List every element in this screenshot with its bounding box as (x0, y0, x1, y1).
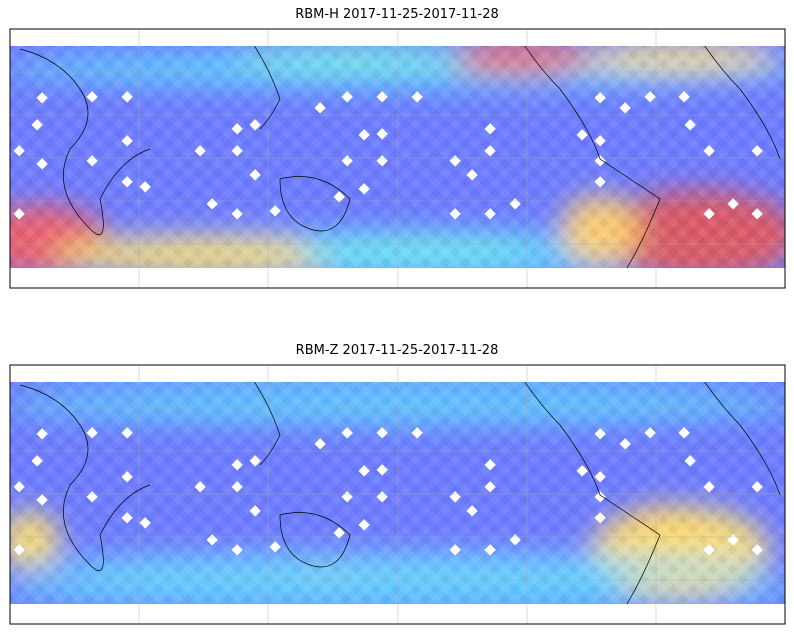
map-frame (9, 364, 786, 625)
station-marker (484, 481, 496, 493)
station-marker (139, 517, 151, 529)
station-marker (231, 459, 243, 471)
station-marker (333, 527, 345, 539)
coastline (19, 382, 781, 604)
station-marker (594, 512, 606, 524)
station-marker (484, 459, 496, 471)
station-marker (411, 91, 423, 103)
map-frame (9, 28, 786, 289)
panel-title: RBM-Z 2017-11-25-2017-11-28 (296, 343, 499, 358)
station-marker (576, 465, 588, 477)
station-marker (411, 427, 423, 439)
station-marker (314, 102, 326, 114)
station-marker (194, 481, 206, 493)
station-marker (644, 427, 656, 439)
station-marker (31, 119, 43, 131)
station-marker (594, 428, 606, 440)
station-marker (619, 438, 631, 450)
station-marker (231, 481, 243, 493)
station-marker (314, 438, 326, 450)
station-marker (484, 544, 496, 556)
station-marker (121, 91, 133, 103)
station-marker (703, 544, 715, 556)
station-marker (466, 505, 478, 517)
station-marker (341, 91, 353, 103)
station-marker (376, 427, 388, 439)
station-marker (684, 119, 696, 131)
station-marker (249, 505, 261, 517)
station-marker (703, 481, 715, 493)
station-marker (594, 471, 606, 483)
station-marker (358, 519, 370, 531)
map-panel: RBM-H 2017-11-25-2017-11-28 (9, 7, 786, 289)
station-marker (269, 541, 281, 553)
coastline (19, 46, 781, 268)
station-marker (751, 544, 763, 556)
station-marker (249, 119, 261, 131)
station-marker (121, 176, 133, 188)
station-marker (376, 91, 388, 103)
heat-texture (10, 382, 785, 604)
station-marker (121, 135, 133, 147)
heat-field (10, 382, 785, 604)
heat-texture (10, 46, 785, 268)
station-marker (249, 455, 261, 467)
station-marker (594, 92, 606, 104)
map-panel: RBM-Z 2017-11-25-2017-11-28 (9, 343, 786, 625)
station-marker (121, 427, 133, 439)
station-marker (341, 427, 353, 439)
station-marker (86, 91, 98, 103)
station-marker (751, 481, 763, 493)
station-marker (231, 544, 243, 556)
station-marker (449, 544, 461, 556)
station-marker (678, 427, 690, 439)
station-marker (644, 91, 656, 103)
station-marker (121, 471, 133, 483)
station-marker (619, 102, 631, 114)
station-marker (684, 455, 696, 467)
station-marker (376, 464, 388, 476)
station-marker (358, 465, 370, 477)
station-marker (678, 91, 690, 103)
panel-title: RBM-H 2017-11-25-2017-11-28 (295, 7, 499, 22)
station-marker (121, 512, 133, 524)
station-marker (36, 92, 48, 104)
